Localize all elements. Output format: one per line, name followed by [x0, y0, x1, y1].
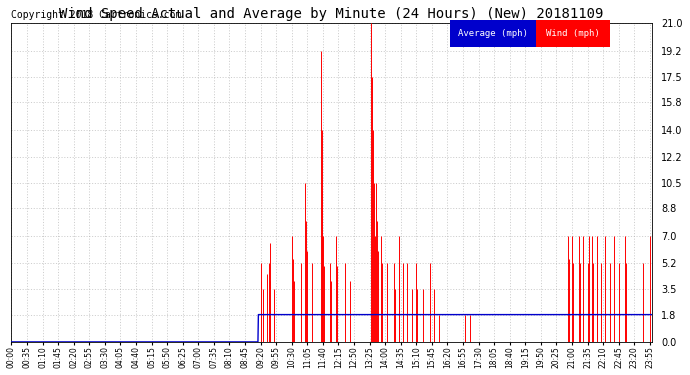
Title: Wind Speed Actual and Average by Minute (24 Hours) (New) 20181109: Wind Speed Actual and Average by Minute …: [59, 7, 604, 21]
Text: Wind (mph): Wind (mph): [546, 29, 600, 38]
Text: Copyright 2018 Cartronics.com: Copyright 2018 Cartronics.com: [12, 10, 182, 20]
Text: Average (mph): Average (mph): [458, 29, 528, 38]
Bar: [536, 20, 610, 47]
Bar: [450, 20, 536, 47]
